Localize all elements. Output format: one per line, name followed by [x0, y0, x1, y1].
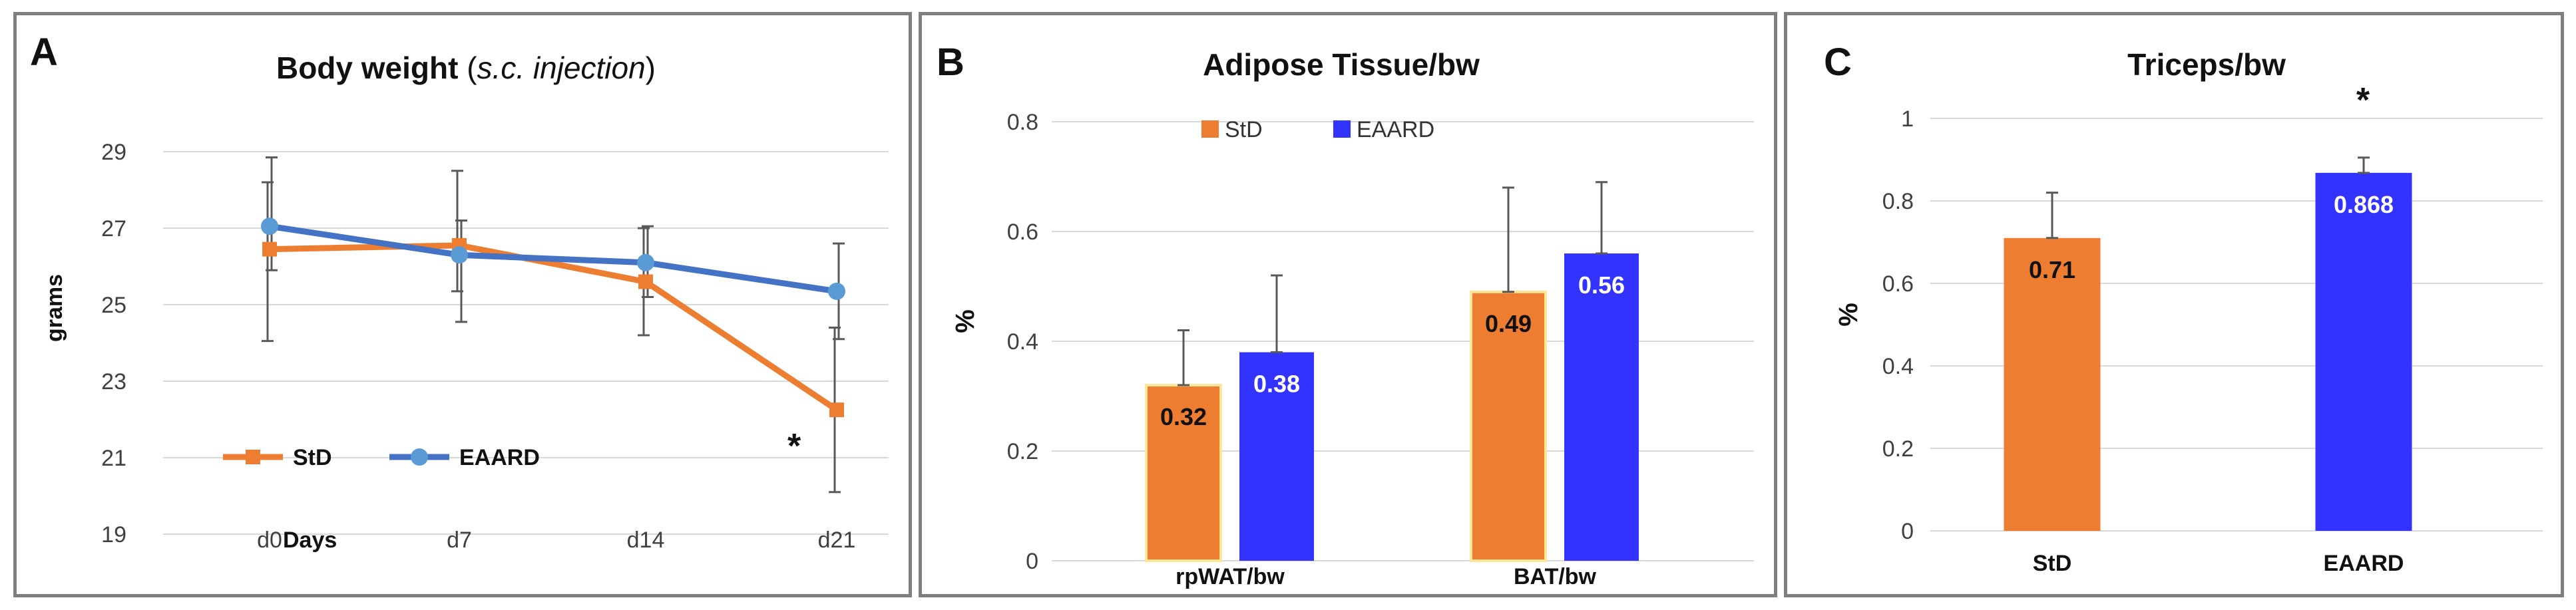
- y-tick-label: 19: [101, 522, 126, 547]
- legend-std-label: StD: [293, 445, 332, 470]
- data-point-std: [829, 402, 844, 418]
- significance-asterisk-a: *: [787, 427, 801, 466]
- error-bar-eaard: [455, 220, 467, 323]
- y-tick-label: 29: [101, 140, 126, 165]
- x-tick-label: d7: [447, 528, 472, 553]
- y-tick-label: 23: [101, 369, 126, 394]
- bar-std: [2004, 237, 2101, 531]
- bar-eaard: [2315, 172, 2412, 532]
- y-tick-label: 0: [1026, 549, 1038, 574]
- y-tick-label: 25: [101, 293, 126, 318]
- chart-c-title: Triceps/bw: [2127, 47, 2286, 82]
- data-point-eaard: [828, 282, 845, 300]
- data-point-eaard: [637, 253, 654, 271]
- y-tick-label: 21: [101, 446, 126, 471]
- y-axis-label: grams: [42, 274, 67, 342]
- body-weight-chart: A Body weight (s.c. injection) 19 21 23 25 2…: [30, 31, 889, 553]
- legend-a: StD EAARD: [223, 445, 540, 470]
- y-tick-label: 0.4: [1882, 354, 1914, 379]
- panel-a: A Body weight (s.c. injection) 19 21 23 25 2…: [13, 12, 912, 597]
- error-bar: [2046, 192, 2058, 239]
- chart-b-title: Adipose Tissue/bw: [1203, 47, 1480, 82]
- y-tick-label: 0.6: [1882, 271, 1914, 297]
- data-label: 0.49: [1485, 310, 1532, 337]
- bar-std-rpwat-bw: [1145, 384, 1222, 562]
- y-tick-label: 0.4: [1007, 329, 1038, 355]
- error-bar: [1178, 329, 1189, 386]
- y-tick-label: 1: [1901, 106, 1914, 132]
- bar-eaard-bat-bw: [1564, 253, 1639, 561]
- x-tick-label: d14: [627, 528, 665, 553]
- data-point-eaard: [451, 246, 468, 264]
- panel-b: B Adipose Tissue/bw 0 0.2 0.4 0.6 0.8 % StD …: [919, 12, 1777, 597]
- data-label: 0.71: [2029, 256, 2075, 283]
- y-axis-label: %: [951, 309, 980, 333]
- legend-eaard-swatch: [1333, 120, 1351, 138]
- x-tick-label: d0: [257, 528, 282, 553]
- series-line-eaard: [269, 223, 837, 295]
- data-point-eaard: [261, 218, 278, 235]
- y-tick-label: 0.6: [1007, 220, 1038, 245]
- y-tick-label: 0.8: [1007, 110, 1038, 135]
- data-label: 0.38: [1253, 371, 1300, 398]
- legend-std-label: StD: [1225, 117, 1263, 142]
- adipose-tissue-chart: B Adipose Tissue/bw 0 0.2 0.4 0.6 0.8 % StD …: [937, 41, 1754, 589]
- x-category-label: BAT/bw: [1514, 564, 1597, 589]
- data-label: 0.868: [2334, 191, 2394, 218]
- panel-a-letter: A: [30, 31, 58, 74]
- y-tick-label: 27: [101, 216, 126, 241]
- data-point-std: [262, 241, 277, 257]
- y-tick-label: 0: [1901, 519, 1914, 544]
- error-bar: [1271, 274, 1283, 353]
- error-bar: [1502, 186, 1514, 293]
- y-tick-label: 0.8: [1882, 189, 1914, 214]
- x-category-label: StD: [2033, 551, 2072, 576]
- y-tick-label: 0.2: [1882, 436, 1914, 462]
- data-label: 0.32: [1160, 403, 1207, 430]
- panel-c: C Triceps/bw 0 0.2 0.4 0.6 0.8 1 % 0.71 0.868 …: [1784, 12, 2564, 597]
- bar-eaard-rpwat-bw: [1239, 352, 1314, 561]
- x-axis-label: Days: [283, 528, 337, 553]
- legend-b: StD EAARD: [1201, 117, 1434, 142]
- x-category-label: EAARD: [2324, 551, 2404, 576]
- legend-eaard-label: EAARD: [459, 445, 540, 470]
- y-axis-label: %: [1834, 303, 1863, 327]
- data-point-std: [638, 274, 653, 289]
- panel-c-letter: C: [1824, 41, 1852, 84]
- significance-asterisk-c: *: [2356, 81, 2370, 120]
- bar-std-bat-bw: [1470, 290, 1547, 562]
- series-line-std: [269, 242, 839, 412]
- x-tick-label: d21: [818, 528, 856, 553]
- chart-a-title: Body weight (s.c. injection): [276, 51, 656, 85]
- legend-eaard-label: EAARD: [1357, 117, 1434, 142]
- error-bar: [1596, 181, 1608, 255]
- x-category-label: rpWAT/bw: [1176, 564, 1285, 589]
- panel-b-letter: B: [937, 41, 965, 84]
- legend-std-swatch: [1201, 120, 1219, 138]
- data-label: 0.56: [1578, 271, 1625, 299]
- y-tick-label: 0.2: [1007, 439, 1038, 464]
- legend-std-marker: [246, 450, 260, 464]
- error-bar: [2358, 156, 2370, 174]
- legend-eaard-marker: [411, 448, 428, 466]
- triceps-chart: C Triceps/bw 00.20.40.60.81 % 0.710.868 …: [1824, 41, 2543, 576]
